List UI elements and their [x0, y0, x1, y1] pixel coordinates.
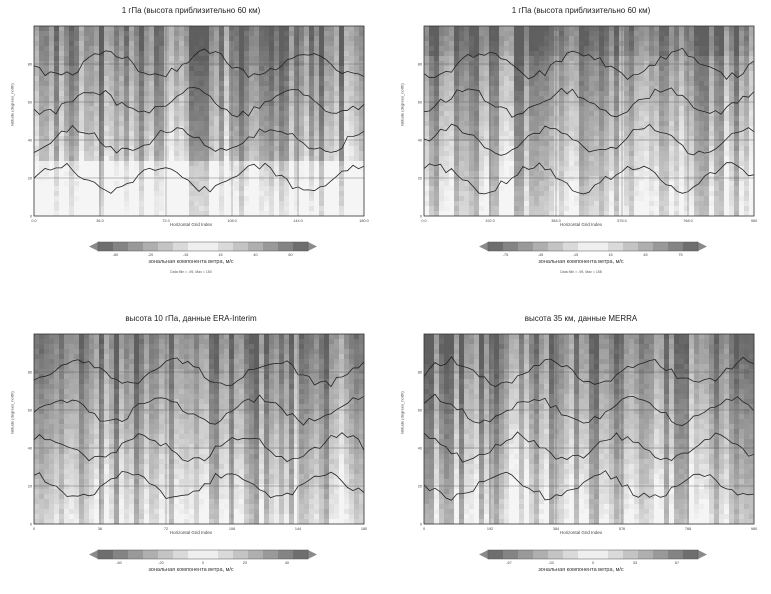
- colorbar-tick-label: 67: [675, 561, 679, 565]
- y-tick-label: 40: [28, 138, 32, 142]
- colorbar-label: зональная компонента ветра, м/с: [6, 259, 376, 265]
- y-tick-label: 60: [28, 100, 32, 104]
- colorbar-tick-label: -33: [548, 561, 554, 565]
- colorbar-tick-label: 33: [633, 561, 637, 565]
- colorbar-tick-label: -60: [113, 253, 119, 257]
- y-tick-label: 20: [28, 484, 32, 488]
- colorbar-label: зональная компонента ветра, м/с: [6, 567, 376, 573]
- y-tick-label: 20: [418, 176, 422, 180]
- colorbar: [479, 242, 707, 251]
- y-tick-label: 0: [420, 522, 422, 526]
- colorbar: [89, 550, 317, 559]
- colorbar-tick-label: 20: [243, 561, 247, 565]
- colorbar-tick-label: -15: [573, 253, 579, 257]
- y-tick-label: 80: [28, 370, 32, 374]
- y-axis-label: latitude (degrees_north): [400, 75, 405, 135]
- colorbar-tick-label: 45: [643, 253, 647, 257]
- x-axis-label: Horizontal Grid Index: [396, 222, 766, 227]
- x-axis-label: Horizontal Grid Index: [6, 222, 376, 227]
- colorbar-tick-label: 40: [285, 561, 289, 565]
- colorbar-note: Data Min = -95, Max = 150: [6, 270, 376, 274]
- y-tick-label: 40: [28, 446, 32, 450]
- colorbar-tick-label: -60: [116, 561, 122, 565]
- colorbar-tick-label: 15: [218, 253, 222, 257]
- wind-field: [424, 334, 754, 524]
- colorbar-label: зональная компонента ветра, м/с: [396, 259, 766, 265]
- y-tick-label: 0: [30, 214, 32, 218]
- y-tick-label: 40: [418, 138, 422, 142]
- y-axis-label: latitude (degrees_north): [400, 383, 405, 443]
- x-axis-label: Horizontal Grid Index: [6, 530, 376, 535]
- y-tick-label: 20: [28, 176, 32, 180]
- colorbar-tick-label: 15: [608, 253, 612, 257]
- y-tick-label: 0: [30, 522, 32, 526]
- colorbar-tick-label: -20: [158, 561, 164, 565]
- colorbar: [479, 550, 707, 559]
- y-tick-label: 60: [418, 100, 422, 104]
- y-tick-label: 80: [418, 62, 422, 66]
- colorbar-tick-label: 60: [288, 253, 292, 257]
- y-axis-label: latitude (degrees_north): [10, 383, 15, 443]
- y-tick-label: 80: [418, 370, 422, 374]
- wind-field: [34, 26, 364, 216]
- colorbar: [89, 242, 317, 251]
- colorbar-tick-label: -45: [538, 253, 544, 257]
- y-tick-label: 60: [418, 408, 422, 412]
- colorbar-tick-label: -15: [183, 253, 189, 257]
- colorbar-tick-label: 0: [592, 561, 594, 565]
- y-axis-label: latitude (degrees_north): [10, 75, 15, 135]
- y-tick-label: 20: [418, 484, 422, 488]
- colorbar-tick-label: 75: [678, 253, 682, 257]
- colorbar-tick-label: 0: [202, 561, 204, 565]
- colorbar-label: зональная компонента ветра, м/с: [396, 567, 766, 573]
- y-tick-label: 40: [418, 446, 422, 450]
- y-tick-label: 0: [420, 214, 422, 218]
- colorbar-tick-label: -20: [148, 253, 154, 257]
- colorbar-note: Data Min = -95, Max = 158: [396, 270, 766, 274]
- colorbar-tick-label: 40: [253, 253, 257, 257]
- y-tick-label: 60: [28, 408, 32, 412]
- y-tick-label: 80: [28, 62, 32, 66]
- x-axis-label: Horizontal Grid Index: [396, 530, 766, 535]
- colorbar-tick-label: -75: [503, 253, 509, 257]
- colorbar-tick-label: -67: [506, 561, 512, 565]
